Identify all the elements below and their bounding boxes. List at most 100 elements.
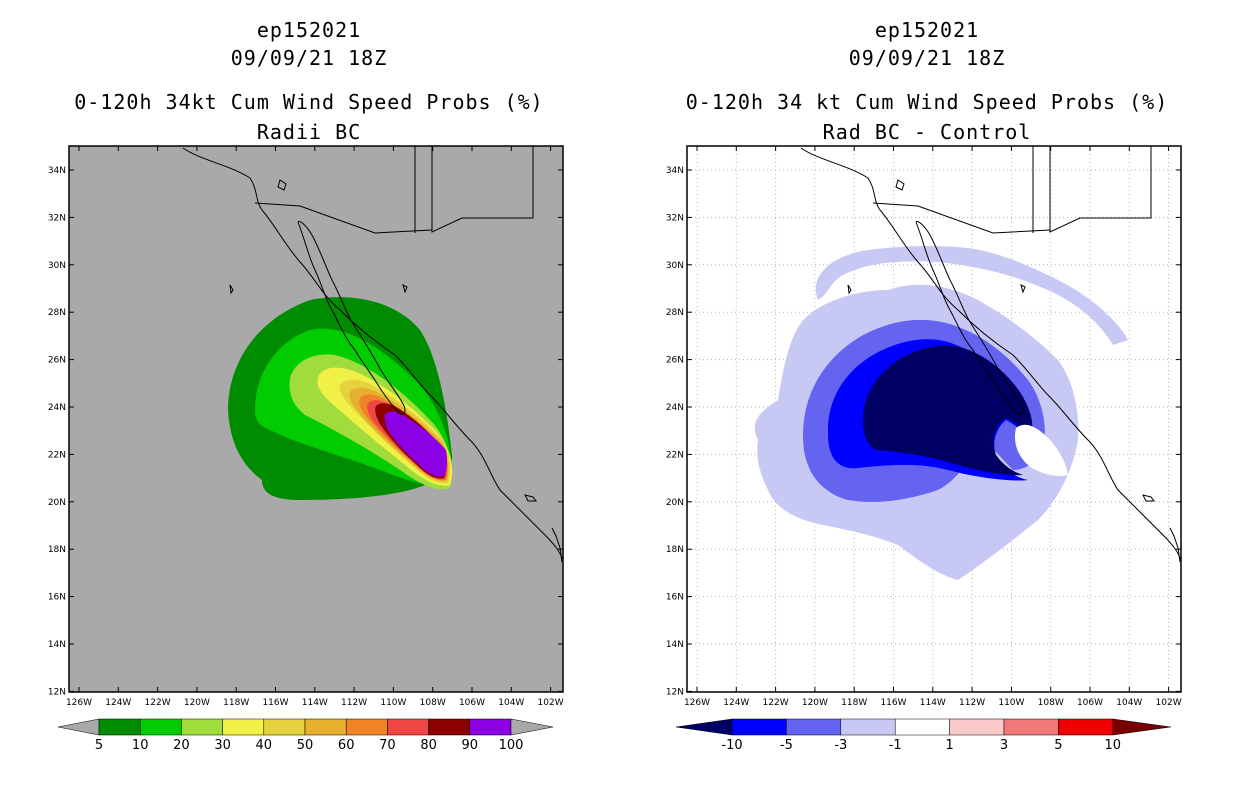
right-subtitle: Rad BC - Control <box>822 120 1032 144</box>
colorbar-high-triangle <box>1112 718 1171 736</box>
colorbar-label: 10 <box>1105 738 1122 753</box>
colorbar-box <box>1058 718 1114 736</box>
lat-label: 22N <box>48 450 66 460</box>
lat-label: 22N <box>666 450 684 460</box>
left-axis-ticks: 34N 32N 30N 28N 26N 24N 22N 20N 18N 16N 14N 12N126W… <box>48 146 564 708</box>
right-colorbar: -10 -5 -3 -1 1 3 5 10 <box>675 718 1171 753</box>
left-storm-id: ep152021 <box>256 18 362 42</box>
right-product-title: 0-120h 34 kt Cum Wind Speed Probs (%) <box>685 90 1169 114</box>
left-map-frame <box>68 145 564 693</box>
colorbar-box <box>345 718 388 736</box>
colorbar-box <box>786 718 842 736</box>
left-mainland-coast <box>182 147 563 561</box>
lat-label: 34N <box>48 166 66 176</box>
lon-label: 102W <box>538 698 564 708</box>
lat-label: 16N <box>666 593 684 603</box>
colorbar-box <box>263 718 306 736</box>
right-map-frame <box>686 145 1182 693</box>
lon-label: 120W <box>802 698 828 708</box>
colorbar-label: 100 <box>499 738 524 753</box>
colorbar-box <box>469 718 512 736</box>
colorbar-label: -10 <box>721 738 742 753</box>
left-island-1 <box>277 179 287 191</box>
lon-label: 118W <box>223 698 249 708</box>
lat-label: 12N <box>666 687 684 697</box>
colorbar-box <box>98 718 141 736</box>
right-baja-peninsula <box>915 221 1024 415</box>
lon-label: 122W <box>763 698 789 708</box>
colorbar-box <box>222 718 265 736</box>
lon-label: 120W <box>184 698 210 708</box>
colorbar-label: 30 <box>214 738 231 753</box>
colorbar-box <box>840 718 896 736</box>
left-island-3 <box>402 284 408 294</box>
colorbar-box <box>304 718 347 736</box>
lon-label: 104W <box>498 698 524 708</box>
lat-label: 14N <box>666 640 684 650</box>
right-island-4 <box>1142 494 1155 502</box>
lon-label: 114W <box>920 698 946 708</box>
right-mainland-coast <box>800 147 1181 561</box>
left-state-line-2 <box>431 146 534 233</box>
lon-label: 118W <box>841 698 867 708</box>
lat-label: 28N <box>666 308 684 318</box>
left-colorbar: 5 10 20 30 40 50 60 70 80 90 100 <box>57 718 554 753</box>
right-island-1 <box>895 179 905 191</box>
lon-label: 124W <box>723 698 749 708</box>
right-island-5 <box>1169 527 1181 563</box>
lat-label: 20N <box>48 498 66 508</box>
colorbar-box <box>428 718 471 736</box>
colorbar-label: 90 <box>462 738 479 753</box>
colorbar-box <box>139 718 182 736</box>
lon-label: 110W <box>998 698 1024 708</box>
lon-label: 106W <box>459 698 485 708</box>
right-date: 09/09/21 18Z <box>848 46 1006 70</box>
right-island-2 <box>847 284 852 295</box>
left-island-4 <box>524 494 537 502</box>
lon-label: 124W <box>105 698 131 708</box>
colorbar-label: -1 <box>889 738 902 753</box>
colorbar-box <box>1003 718 1059 736</box>
lon-label: 126W <box>684 698 710 708</box>
colorbar-box <box>387 718 429 736</box>
lat-label: 24N <box>666 403 684 413</box>
colorbar-label: 70 <box>379 738 396 753</box>
left-probability-contours <box>228 297 453 500</box>
lon-label: 114W <box>302 698 328 708</box>
diff-minus1-arc <box>815 245 1128 345</box>
right-storm-id: ep152021 <box>874 18 980 42</box>
left-panel: ep152021 09/09/21 18Z 0-120h 34kt Cum Wi… <box>48 18 564 753</box>
left-map: 34N 32N 30N 28N 26N 24N 22N 20N 18N 16N 14N 12N126W… <box>48 145 564 753</box>
lat-label: 18N <box>666 545 684 555</box>
right-state-line-2 <box>1049 146 1152 233</box>
right-island-3 <box>1020 284 1026 294</box>
lon-label: 104W <box>1116 698 1142 708</box>
lon-label: 102W <box>1156 698 1182 708</box>
lat-label: 28N <box>48 308 66 318</box>
lat-label: 24N <box>48 403 66 413</box>
left-us-border <box>254 202 433 234</box>
lon-label: 112W <box>341 698 367 708</box>
colorbar-label: 40 <box>256 738 273 753</box>
colorbar-box <box>731 718 787 736</box>
lat-label: 32N <box>48 213 66 223</box>
lon-label: 116W <box>880 698 906 708</box>
diff-white-notch <box>1014 424 1068 477</box>
right-axis-ticks: 34N 32N 30N 28N 26N 24N 22N 20N 18N 16N 14N 12N126W… <box>666 146 1182 708</box>
lat-label: 26N <box>48 356 66 366</box>
colorbar-label: 60 <box>338 738 355 753</box>
colorbar-label: 1 <box>945 738 953 753</box>
lat-label: 32N <box>666 213 684 223</box>
left-island-2 <box>229 284 234 295</box>
left-coastlines <box>182 146 563 563</box>
colorbar-box <box>181 718 223 736</box>
lon-label: 116W <box>262 698 288 708</box>
right-us-border <box>872 202 1051 234</box>
colorbar-label: 20 <box>173 738 190 753</box>
lon-label: 112W <box>959 698 985 708</box>
diff-minus10 <box>863 345 1033 476</box>
colorbar-low-triangle <box>675 718 733 736</box>
colorbar-label: 10 <box>132 738 149 753</box>
colorbar-label: 50 <box>297 738 314 753</box>
colorbar-box <box>949 718 1005 736</box>
